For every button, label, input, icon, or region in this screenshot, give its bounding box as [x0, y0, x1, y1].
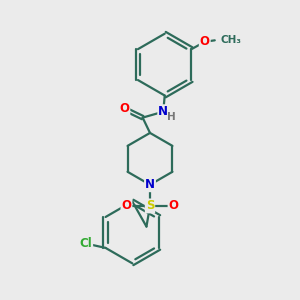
Text: CH₃: CH₃: [220, 35, 241, 45]
Text: N: N: [145, 178, 155, 191]
Text: O: O: [200, 35, 210, 48]
Text: Cl: Cl: [80, 237, 92, 250]
Text: O: O: [122, 200, 131, 212]
Text: H: H: [167, 112, 176, 122]
Text: O: O: [119, 102, 129, 115]
Text: S: S: [146, 200, 154, 212]
Text: O: O: [169, 200, 178, 212]
Text: N: N: [158, 105, 168, 118]
